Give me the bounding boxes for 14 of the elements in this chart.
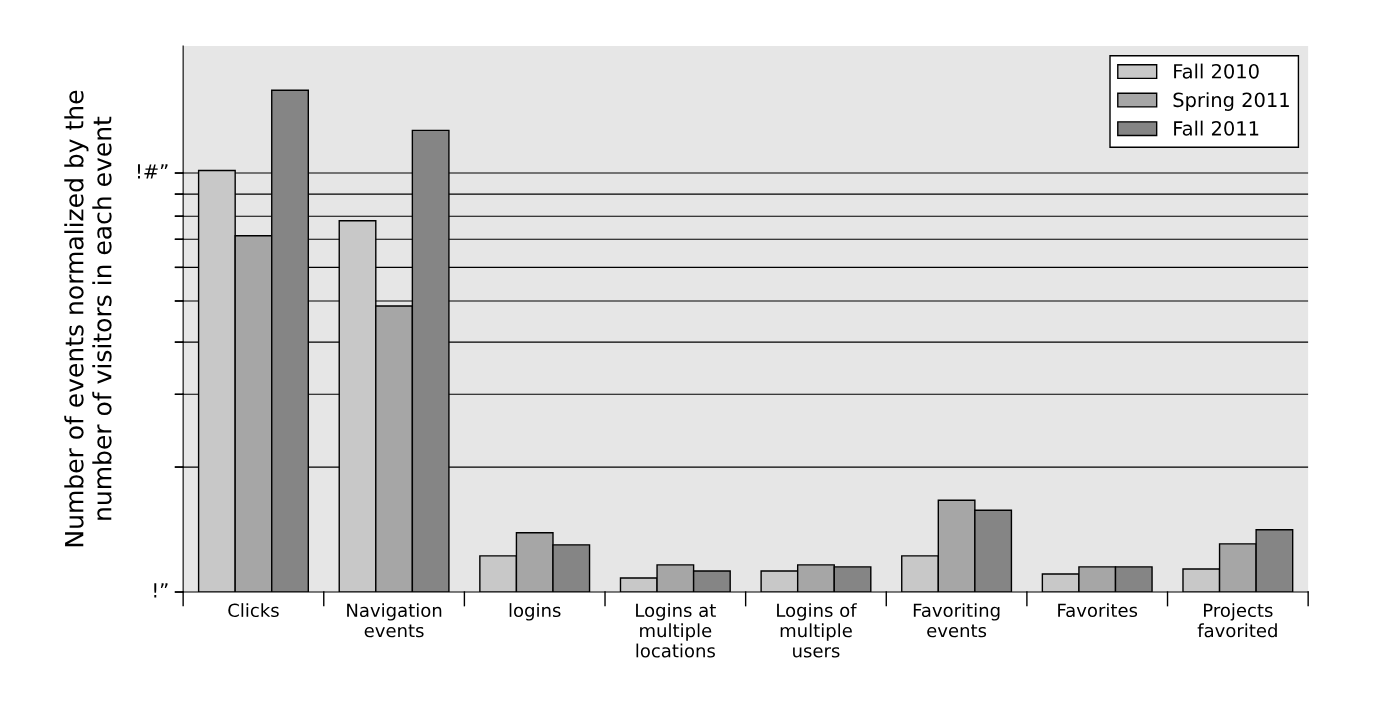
ref-line-label: !#”: [138, 164, 168, 179]
x-tick-label: Projects favorited: [1197, 603, 1277, 638]
x-tick-label: Clicks: [228, 603, 279, 618]
x-tick-label: Navigation events: [347, 603, 442, 638]
x-tick-label: Favoriting events: [913, 603, 1000, 638]
x-tick-label: logins: [509, 603, 561, 621]
y-axis-title: Number of events normalized by the number of visitors in each event: [64, 90, 112, 547]
legend-label: Fall 2010: [1174, 63, 1259, 79]
x-tick-label: Logins at multiple locations: [636, 603, 716, 658]
x-tick-label: Logins of multiple users: [777, 603, 857, 658]
ref-line-label: !”: [154, 583, 168, 598]
legend-label: Spring 2011: [1173, 92, 1289, 111]
x-tick-label: Favorites: [1058, 603, 1138, 618]
legend-label: Fall 2011: [1174, 120, 1259, 136]
